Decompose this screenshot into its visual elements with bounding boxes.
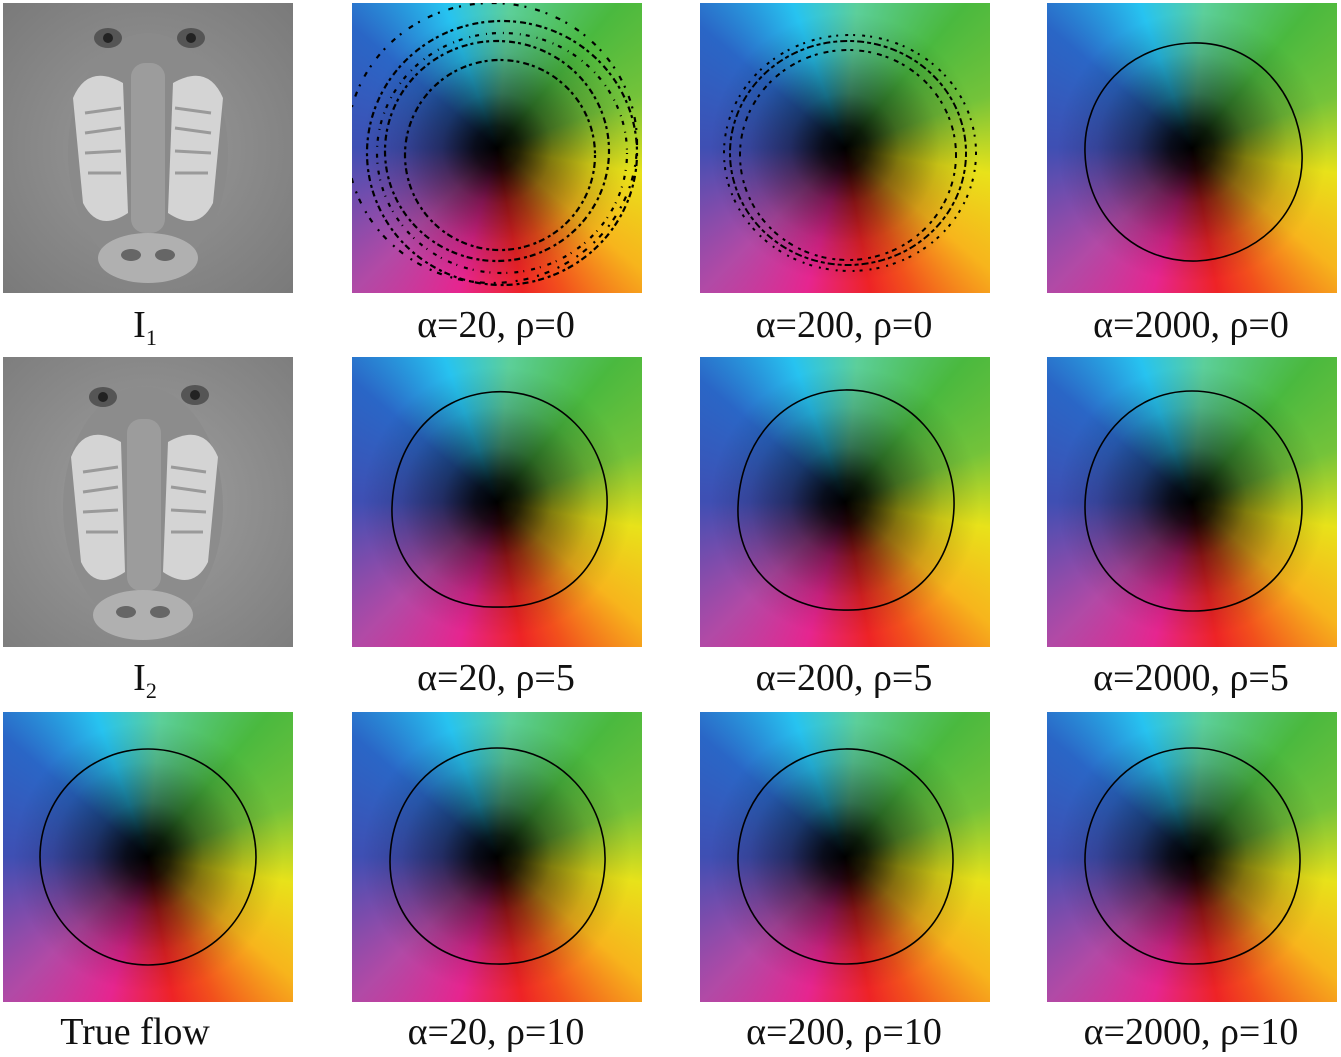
flow-alpha20-rho10	[352, 712, 642, 1002]
caption-r3c4: α=2000, ρ=10	[1083, 1011, 1299, 1053]
caption-i1: I1	[133, 304, 157, 350]
baboon-image-1	[3, 3, 293, 293]
caption-r1c4: α=2000, ρ=0	[1093, 304, 1289, 346]
caption-i2: I2	[133, 657, 157, 703]
flow-true	[3, 712, 293, 1002]
caption-true-flow: True flow	[60, 1011, 210, 1053]
caption-r2c4: α=2000, ρ=5	[1093, 657, 1289, 699]
flow-alpha200-rho5	[700, 357, 990, 647]
caption-r3c2: α=20, ρ=10	[407, 1011, 585, 1053]
flow-alpha20-rho0	[352, 3, 642, 293]
caption-r1c3: α=200, ρ=0	[755, 304, 933, 346]
flow-alpha200-rho10	[700, 712, 990, 1002]
flow-alpha2000-rho10	[1047, 712, 1337, 1002]
caption-r2c2: α=20, ρ=5	[417, 657, 575, 699]
caption-r3c3: α=200, ρ=10	[746, 1011, 942, 1053]
caption-r1c2: α=20, ρ=0	[417, 304, 575, 346]
caption-r2c3: α=200, ρ=5	[755, 657, 933, 699]
flow-alpha200-rho0	[700, 3, 990, 293]
flow-alpha2000-rho0	[1047, 3, 1337, 293]
flow-alpha2000-rho5	[1047, 357, 1337, 647]
flow-alpha20-rho5	[352, 357, 642, 647]
baboon-image-2	[3, 357, 293, 647]
